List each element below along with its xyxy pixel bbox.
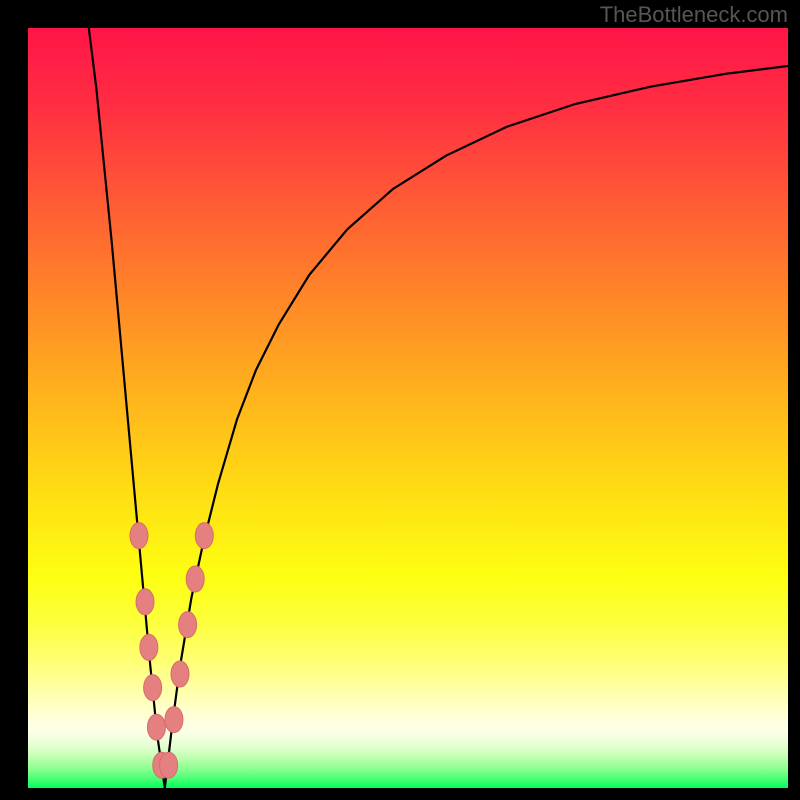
- plot-area: [28, 28, 788, 788]
- marker-left: [136, 589, 154, 615]
- marker-right: [179, 612, 197, 638]
- marker-right: [195, 523, 213, 549]
- watermark-text: TheBottleneck.com: [600, 2, 788, 28]
- gradient-background: [28, 28, 788, 788]
- marker-right: [160, 752, 178, 778]
- chart-root: TheBottleneck.com: [0, 0, 800, 800]
- chart-svg: [28, 28, 788, 788]
- marker-right: [165, 707, 183, 733]
- marker-left: [144, 675, 162, 701]
- marker-right: [171, 661, 189, 687]
- marker-left: [130, 523, 148, 549]
- marker-left: [140, 634, 158, 660]
- marker-right: [186, 566, 204, 592]
- marker-left: [147, 714, 165, 740]
